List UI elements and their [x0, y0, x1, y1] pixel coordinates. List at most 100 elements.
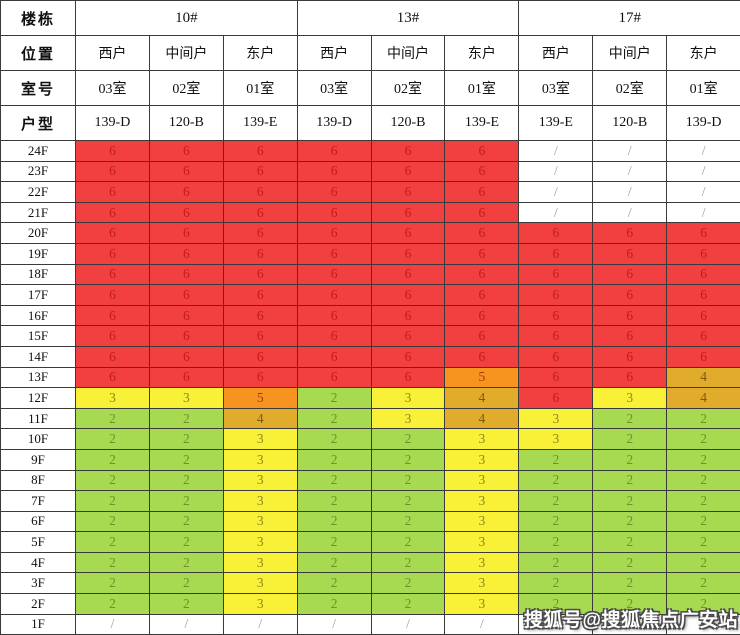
availability-cell: 6 — [370, 160, 446, 183]
room-header: 03室 — [296, 70, 372, 106]
availability-cell: 2 — [75, 490, 150, 512]
availability-cell: / — [518, 140, 594, 162]
floor-row: 3F 2 2 3 2 2 3 2 2 2 — [0, 572, 740, 595]
availability-cell: 2 — [296, 510, 372, 533]
room-header: 01室 — [666, 70, 740, 106]
availability-cell: 2 — [666, 469, 740, 492]
availability-cell: 6 — [444, 201, 520, 224]
availability-cell: 2 — [592, 572, 668, 595]
availability-cell: / — [592, 140, 668, 162]
availability-cell: / — [75, 613, 150, 635]
availability-cell: 6 — [666, 263, 740, 286]
floor-row: 7F 2 2 3 2 2 3 2 2 2 — [0, 490, 740, 512]
availability-cell: 3 — [222, 551, 298, 574]
availability-cell: 3 — [222, 593, 298, 615]
availability-cell: 2 — [518, 593, 594, 615]
availability-cell: 2 — [518, 490, 594, 512]
floor-label: 21F — [0, 201, 76, 224]
availability-cell: 3 — [444, 531, 520, 553]
availability-cell: 3 — [222, 531, 298, 553]
availability-cell: 6 — [666, 325, 740, 347]
floor-row: 21F 6 6 6 6 6 6// / — [0, 201, 740, 224]
availability-cell: 4 — [444, 407, 520, 430]
availability-cell: 6 — [370, 304, 446, 327]
availability-cell: 2 — [666, 448, 740, 471]
availability-cell: 2 — [592, 551, 668, 574]
floor-row: 16F 6 6 6 6 6 6 6 6 6 — [0, 304, 740, 327]
availability-cell: 6 — [222, 181, 298, 203]
availability-cell: 6 — [592, 242, 668, 265]
floor-label: 8F — [0, 469, 76, 492]
position-header: 西户 — [518, 35, 594, 71]
availability-cell: 2 — [296, 593, 372, 615]
floor-row: 6F 2 2 3 2 2 3 2 2 2 — [0, 510, 740, 533]
availability-cell: / — [296, 613, 372, 635]
corner-label-room: 室号 — [0, 70, 76, 106]
availability-cell: 6 — [444, 160, 520, 183]
floor-row: 2F 2 2 3 2 2 3 2 2 2 — [0, 593, 740, 615]
availability-cell: 2 — [75, 428, 150, 450]
availability-cell: 2 — [666, 490, 740, 512]
availability-cell: 2 — [592, 448, 668, 471]
availability-cell: 6 — [444, 284, 520, 306]
availability-cell: 2 — [148, 593, 224, 615]
availability-cell: 2 — [75, 448, 150, 471]
availability-cell: 2 — [75, 531, 150, 553]
availability-cell: 3 — [148, 387, 224, 409]
availability-cell: / — [148, 613, 224, 635]
availability-cell: 3 — [222, 428, 298, 450]
availability-cell: 3 — [222, 572, 298, 595]
availability-cell: 2 — [592, 510, 668, 533]
availability-cell: 2 — [148, 490, 224, 512]
availability-cell: 2 — [370, 490, 446, 512]
availability-cell: 2 — [592, 407, 668, 430]
availability-cell: 2 — [148, 407, 224, 430]
availability-cell: 6 — [666, 284, 740, 306]
availability-cell: / — [666, 181, 740, 203]
availability-cell: 2 — [370, 572, 446, 595]
availability-cell: 6 — [444, 242, 520, 265]
position-header: 东户 — [666, 35, 740, 71]
availability-cell: 6 — [370, 284, 446, 306]
availability-cell: 6 — [148, 304, 224, 327]
availability-cell: / — [518, 181, 594, 203]
availability-cell: 6 — [592, 263, 668, 286]
availability-cell: / — [222, 613, 298, 635]
availability-cell: 2 — [296, 572, 372, 595]
availability-cell: 3 — [444, 428, 520, 450]
availability-cell: 6 — [222, 242, 298, 265]
room-header: 02室 — [148, 70, 224, 106]
floor-row: 19F 6 6 6 6 6 6 6 6 6 — [0, 242, 740, 265]
floor-label: 12F — [0, 387, 76, 409]
availability-cell: 3 — [444, 572, 520, 595]
unit-type-header: 139-D — [666, 105, 740, 141]
availability-cell: 2 — [666, 551, 740, 574]
availability-cell: 6 — [370, 201, 446, 224]
availability-cell: 6 — [75, 160, 150, 183]
availability-cell: / — [666, 613, 740, 635]
availability-cell: 2 — [75, 593, 150, 615]
floor-label: 17F — [0, 284, 76, 306]
availability-cell: 2 — [148, 551, 224, 574]
floor-row: 15F 6 6 6 6 6 6 6 6 6 — [0, 325, 740, 347]
availability-cell: 4 — [222, 407, 298, 430]
availability-cell: / — [592, 201, 668, 224]
availability-cell: 6 — [75, 222, 150, 244]
availability-cell: 2 — [370, 448, 446, 471]
availability-cell: 6 — [592, 222, 668, 244]
availability-cell: 6 — [148, 366, 224, 389]
availability-cell: 6 — [666, 304, 740, 327]
room-header: 02室 — [592, 70, 668, 106]
floor-label: 14F — [0, 345, 76, 368]
availability-cell: 2 — [296, 469, 372, 492]
availability-cell: 3 — [444, 448, 520, 471]
availability-cell: 4 — [666, 387, 740, 409]
building-header: 13# — [296, 0, 520, 36]
availability-cell: 6 — [75, 284, 150, 306]
availability-cell: 2 — [518, 510, 594, 533]
availability-cell: 4 — [666, 366, 740, 389]
floor-row: 1F / / / / / / / / / — [0, 613, 740, 635]
availability-cell: 6 — [148, 345, 224, 368]
